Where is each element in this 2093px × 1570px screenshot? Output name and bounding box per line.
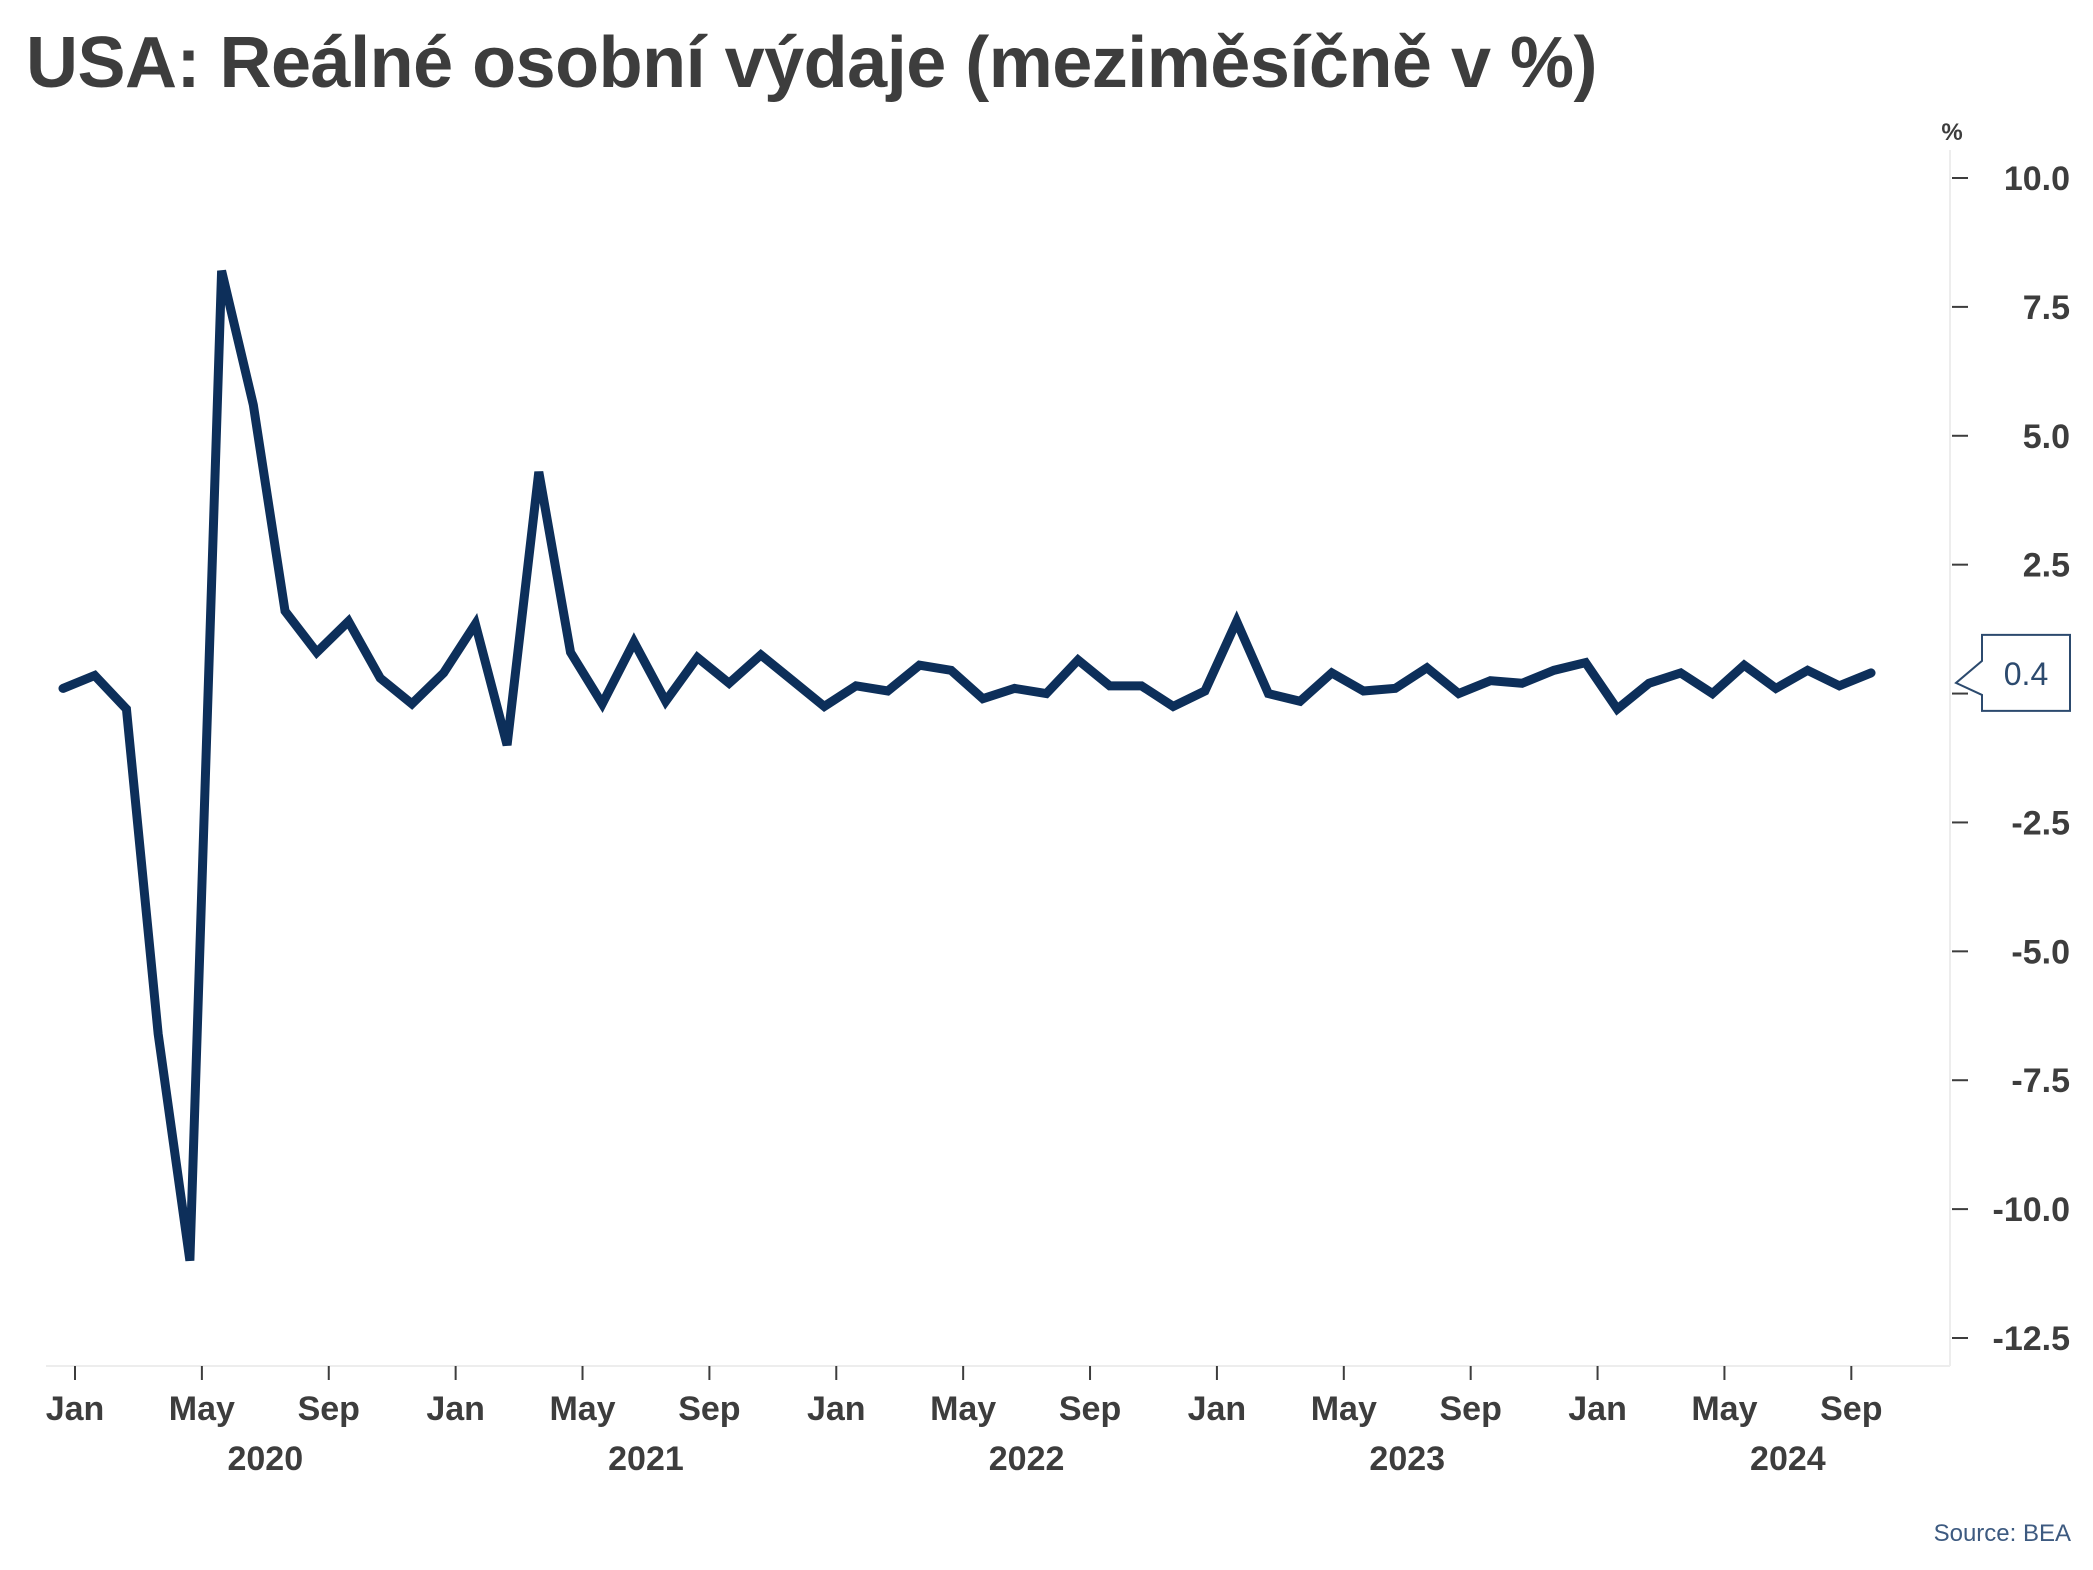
y-tick-label: -5.0 xyxy=(2011,933,2070,971)
y-tick-label: -10.0 xyxy=(1993,1191,2071,1229)
x-tick-label: May xyxy=(169,1390,235,1428)
last-value-label: 0.4 xyxy=(2004,656,2048,692)
x-tick-label: May xyxy=(1311,1390,1377,1428)
y-tick-label: -7.5 xyxy=(2011,1062,2070,1100)
x-tick-label: Jan xyxy=(426,1390,485,1428)
y-axis-ticks: 10.0 7.5 5.0 2.5 -2.5 -5.0 -7.5 -10.0 -12.5 xyxy=(1952,160,2070,1358)
y-tick-label: 2.5 xyxy=(2023,547,2070,585)
x-year-label: 2022 xyxy=(989,1440,1065,1478)
series-line xyxy=(58,269,1876,1262)
x-tick-label: Sep xyxy=(1820,1390,1882,1428)
last-value-box xyxy=(1954,633,2071,712)
source-note: Source: BEA xyxy=(1933,1520,2071,1547)
x-tick-label: May xyxy=(1691,1390,1757,1428)
y-tick-label: -12.5 xyxy=(1993,1320,2071,1358)
x-year-label: 2023 xyxy=(1369,1440,1445,1478)
x-tick-label: Sep xyxy=(1059,1390,1121,1428)
y-tick-label: -2.5 xyxy=(2011,804,2070,842)
axes: % xyxy=(46,119,1963,1367)
x-tick-label: Jan xyxy=(807,1390,866,1428)
x-tick-label: Sep xyxy=(678,1390,740,1428)
plot-area xyxy=(58,269,1876,1262)
x-year-label: 2021 xyxy=(608,1440,684,1478)
y-tick-label: 5.0 xyxy=(2023,418,2070,456)
last-value-callout: 0.4 xyxy=(1954,633,2071,712)
y-unit-label: % xyxy=(1941,119,1962,146)
x-axis-ticks: Jan May Sep Jan May Sep Jan May Sep Jan May Sep Jan M… xyxy=(46,1366,1882,1478)
x-tick-label: May xyxy=(549,1390,615,1428)
x-tick-label: Jan xyxy=(46,1390,105,1428)
chart-title: USA: Reálné osobní výdaje (meziměsíčně v… xyxy=(26,23,1598,103)
x-tick-label: Sep xyxy=(1440,1390,1502,1428)
x-year-label: 2020 xyxy=(227,1440,303,1478)
x-tick-label: Jan xyxy=(1188,1390,1247,1428)
x-tick-label: May xyxy=(930,1390,996,1428)
x-tick-label: Sep xyxy=(298,1390,360,1428)
y-tick-label: 7.5 xyxy=(2023,289,2070,327)
x-tick-label: Jan xyxy=(1568,1390,1627,1428)
y-tick-label: 10.0 xyxy=(2004,160,2070,198)
x-year-label: 2024 xyxy=(1750,1440,1826,1478)
